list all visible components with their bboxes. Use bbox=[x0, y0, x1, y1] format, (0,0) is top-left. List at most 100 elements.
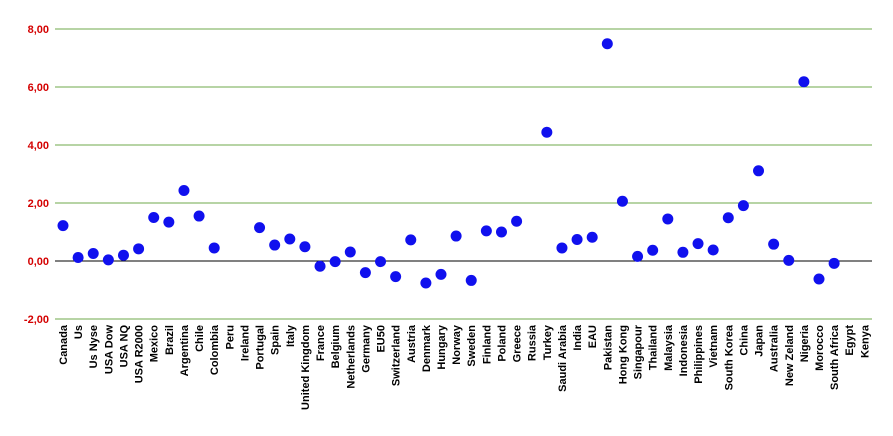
data-point-australia bbox=[768, 238, 780, 250]
x-tick-label: Pakistan bbox=[602, 325, 614, 371]
data-point-usa-r2000 bbox=[133, 243, 145, 255]
x-tick-label: Poland bbox=[496, 325, 508, 362]
data-point-canada bbox=[57, 220, 69, 232]
y-tick-label: 0,00 bbox=[28, 256, 49, 268]
x-tick-label: Greece bbox=[512, 325, 524, 362]
data-point-italy bbox=[284, 233, 296, 245]
x-tick-label: Japan bbox=[754, 325, 766, 357]
data-point-india bbox=[571, 234, 583, 246]
x-tick-label: Brazil bbox=[164, 325, 176, 355]
data-point-south-africa bbox=[828, 257, 840, 269]
data-point-chile bbox=[193, 210, 205, 222]
x-tick-label: Philippines bbox=[693, 325, 705, 384]
x-tick-label: Egypt bbox=[844, 325, 856, 356]
data-point-switzerland bbox=[390, 271, 402, 283]
x-tick-label: Thailand bbox=[648, 325, 660, 370]
x-tick-label: Belgium bbox=[330, 325, 342, 369]
y-tick-label: 6,00 bbox=[28, 82, 49, 94]
x-tick-label: Ireland bbox=[239, 325, 251, 361]
data-point-belgium bbox=[329, 256, 341, 268]
data-point-nigeria bbox=[798, 76, 810, 88]
x-tick-label: Colombia bbox=[209, 324, 221, 375]
x-tick-label: USA R2000 bbox=[134, 325, 146, 383]
data-point-malaysia bbox=[662, 213, 674, 225]
x-tick-label: Hungary bbox=[436, 324, 448, 370]
x-tick-label: Us Nyse bbox=[88, 325, 100, 368]
x-tick-label: Malaysia bbox=[663, 324, 675, 371]
data-point-turkey bbox=[541, 126, 553, 138]
x-tick-label: Sweden bbox=[466, 325, 478, 367]
data-point-netherlands bbox=[344, 246, 356, 258]
x-tick-label: Mexico bbox=[149, 325, 161, 363]
x-tick-label: Us bbox=[73, 325, 85, 339]
data-point-vietnam bbox=[707, 244, 719, 256]
data-point-austria bbox=[405, 234, 417, 246]
data-point-colombia bbox=[208, 242, 220, 254]
data-point-mexico bbox=[148, 212, 160, 223]
x-tick-label: USA NQ bbox=[118, 325, 130, 368]
x-tick-label: Switzerland bbox=[391, 325, 403, 386]
data-point-philippines bbox=[692, 238, 704, 250]
gridlines bbox=[55, 28, 872, 320]
x-tick-label: India bbox=[572, 324, 584, 351]
x-tick-label: Vietnam bbox=[708, 325, 720, 368]
data-point-singapour bbox=[632, 250, 644, 262]
x-tick-label: Turkey bbox=[542, 324, 554, 360]
x-tick-label: Nigeria bbox=[799, 324, 811, 362]
y-tick-label: -2,00 bbox=[24, 314, 49, 326]
data-point-indonesia bbox=[677, 246, 689, 258]
data-point-china bbox=[737, 200, 749, 212]
data-points bbox=[57, 38, 840, 289]
x-tick-label: Italy bbox=[285, 324, 297, 347]
data-point-us-nyse bbox=[87, 247, 99, 259]
x-tick-label: China bbox=[738, 324, 750, 355]
data-point-us bbox=[72, 252, 84, 264]
data-point-denmark bbox=[420, 277, 432, 289]
data-point-hong-kong bbox=[616, 195, 628, 207]
data-point-eau bbox=[586, 231, 598, 243]
data-point-usa-nq bbox=[117, 249, 129, 261]
x-tick-label: Russia bbox=[527, 324, 539, 361]
data-point-norway bbox=[450, 230, 462, 242]
x-tick-label: Finland bbox=[481, 325, 493, 364]
x-tick-label: Morocco bbox=[814, 325, 826, 371]
data-point-germany bbox=[359, 267, 371, 279]
data-point-france bbox=[314, 260, 326, 272]
x-tick-label: Australia bbox=[769, 324, 781, 372]
data-point-new-zeland bbox=[783, 254, 795, 266]
data-point-poland bbox=[495, 226, 507, 238]
data-point-spain bbox=[269, 239, 281, 251]
x-tick-label: EAU bbox=[587, 325, 599, 348]
x-tick-label: EU50 bbox=[376, 325, 388, 353]
x-tick-label: Hong Kong bbox=[617, 325, 629, 384]
y-tick-label: 8,00 bbox=[28, 24, 49, 36]
x-tick-label: Indonesia bbox=[678, 324, 690, 376]
y-tick-label: 4,00 bbox=[28, 140, 49, 152]
x-tick-label: Chile bbox=[194, 325, 206, 352]
data-point-japan bbox=[753, 165, 765, 177]
x-tick-label: South Africa bbox=[829, 324, 841, 390]
data-point-thailand bbox=[647, 244, 659, 256]
x-tick-label: Austria bbox=[406, 324, 418, 363]
x-tick-label: Peru bbox=[224, 325, 236, 349]
x-tick-label: Kenya bbox=[859, 324, 871, 358]
data-point-hungary bbox=[435, 268, 447, 280]
x-tick-label: Saudi Arabia bbox=[557, 324, 569, 392]
y-axis-tick-labels: 8,00 6,00 4,00 2,00 0,00 -2,00 bbox=[24, 24, 49, 326]
x-tick-label: United Kingdom bbox=[300, 325, 312, 410]
x-tick-label: Singapour bbox=[633, 324, 645, 379]
x-tick-label: New Zeland bbox=[784, 325, 796, 386]
data-point-sweden bbox=[465, 274, 477, 286]
data-point-brazil bbox=[163, 216, 175, 228]
x-tick-label: France bbox=[315, 325, 327, 361]
x-tick-label: USA Dow bbox=[103, 325, 115, 375]
data-point-united-kingdom bbox=[299, 241, 311, 253]
data-point-portugal bbox=[254, 222, 266, 234]
x-tick-label: Portugal bbox=[255, 325, 267, 370]
x-tick-label: South Korea bbox=[723, 324, 735, 390]
data-point-pakistan bbox=[601, 38, 613, 50]
y-tick-label: 2,00 bbox=[28, 198, 49, 210]
x-tick-label: Netherlands bbox=[345, 325, 357, 389]
data-point-argentina bbox=[178, 185, 190, 197]
